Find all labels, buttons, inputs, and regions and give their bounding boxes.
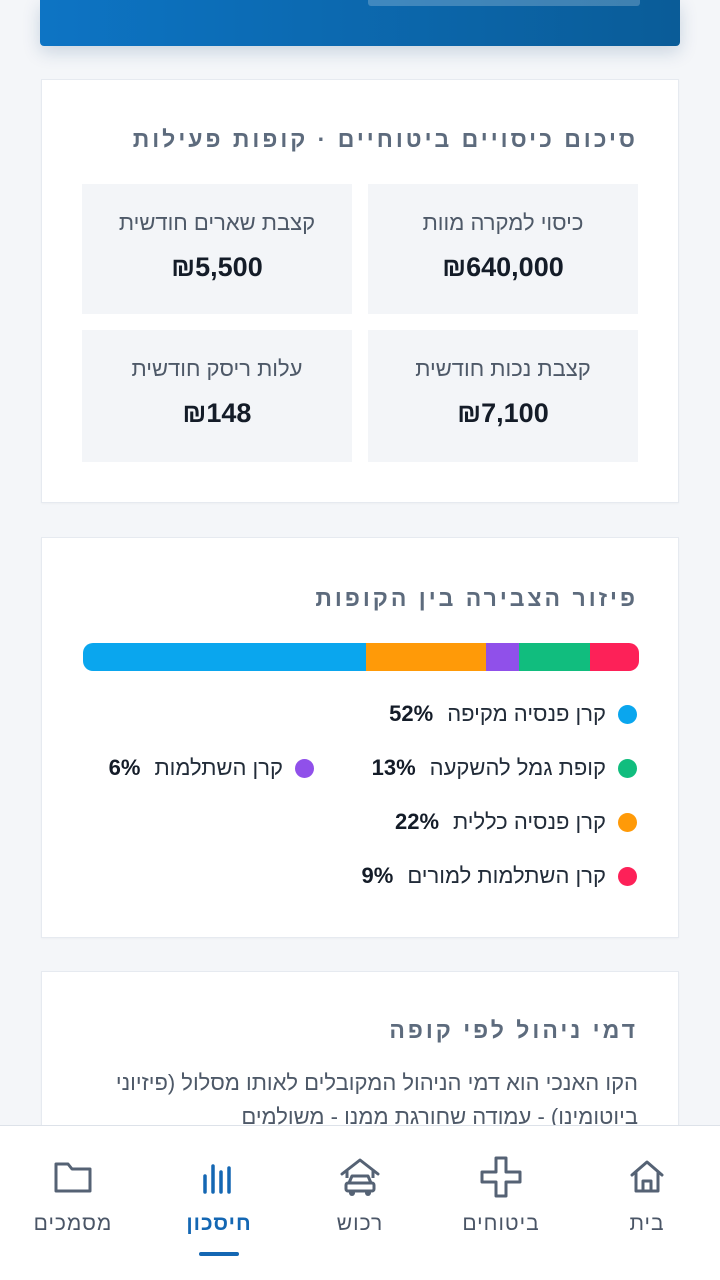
legend-fund-name: קרן פנסיה מקיפה xyxy=(447,701,606,726)
coverage-summary-title: סיכום כיסויים ביטוחיים · קופות פעילות xyxy=(132,126,638,152)
distribution-bar-segment xyxy=(519,643,590,671)
distribution-title: פיזור הצבירה בין הקופות xyxy=(315,585,638,611)
nav-item-savings[interactable]: חיסכון xyxy=(146,1126,292,1280)
tile-label: כיסוי למקרה מוות xyxy=(422,210,584,235)
legend-fund-name: קרן השתלמות למורים xyxy=(407,863,606,888)
legend-fund-pct: 22% xyxy=(394,809,440,834)
nav-label: ביטוחים xyxy=(462,1212,540,1235)
nav-label: בית xyxy=(629,1212,665,1235)
nav-item-home[interactable]: בית xyxy=(574,1126,720,1280)
nav-item-property[interactable]: רכוש xyxy=(292,1126,428,1280)
nav-item-insurance[interactable]: ביטוחים xyxy=(428,1126,574,1280)
distribution-stacked-bar xyxy=(83,643,639,671)
distribution-bar-segment xyxy=(486,643,520,671)
distribution-bar-segment xyxy=(83,643,367,671)
hero-banner xyxy=(40,0,680,46)
nav-label: חיסכון xyxy=(186,1212,252,1235)
legend-item-general-pension[interactable]: קרן פנסיה כללית 22% xyxy=(395,809,637,835)
folder-icon xyxy=(54,1162,92,1193)
bottom-navigation: בית ביטוחים רכוש חיסכון מסמכים xyxy=(0,1125,720,1280)
fees-title: דמי ניהול לפי קופה xyxy=(389,1017,638,1043)
fees-description: הקו האנכי הוא דמי הניהול המקובלים לאותו … xyxy=(115,1070,638,1129)
nav-label: רכוש xyxy=(336,1212,384,1235)
coverage-summary-card: סיכום כיסויים ביטוחיים · קופות פעילות כי… xyxy=(41,79,679,503)
plus-icon xyxy=(480,1156,522,1198)
nav-item-documents[interactable]: מסמכים xyxy=(0,1126,146,1280)
tile-label: קצבת נכות חודשית xyxy=(415,356,591,381)
house-car-icon xyxy=(340,1158,380,1196)
legend-dot xyxy=(618,704,637,724)
legend-fund-name: קופת גמל להשקעה xyxy=(429,755,606,780)
distribution-bar-segment xyxy=(589,643,639,671)
legend-fund-pct: 6% xyxy=(108,755,141,780)
tile-value: ₪7,100 xyxy=(457,398,549,428)
legend-dot xyxy=(618,866,637,886)
bar-chart-icon xyxy=(203,1164,231,1194)
active-tab-indicator xyxy=(199,1252,239,1256)
legend-fund-pct: 52% xyxy=(389,701,434,726)
legend-fund-pct: 9% xyxy=(361,863,394,888)
tile-label: קצבת שארים חודשית xyxy=(118,210,316,235)
home-icon xyxy=(630,1160,664,1193)
distribution-bar-segment xyxy=(366,643,487,671)
tile-death-coverage[interactable]: כיסוי למקרה מוות ₪640,000 xyxy=(368,184,638,314)
legend-item-comprehensive-pension[interactable]: קרן פנסיה מקיפה 52% xyxy=(389,701,637,727)
tile-risk-cost[interactable]: עלות ריסק חודשית ₪148 xyxy=(82,330,352,462)
hero-input-edge xyxy=(368,0,640,6)
tile-survivors-pension[interactable]: קצבת שארים חודשית ₪5,500 xyxy=(82,184,352,314)
legend-dot xyxy=(618,758,637,778)
tile-value: ₪148 xyxy=(182,398,252,428)
legend-dot xyxy=(618,812,637,832)
legend-fund-name: קרן השתלמות xyxy=(154,755,283,780)
legend-item-teachers-study-fund[interactable]: קרן השתלמות למורים 9% xyxy=(362,863,637,889)
legend-dot xyxy=(295,758,314,778)
tile-disability-pension[interactable]: קצבת נכות חודשית ₪7,100 xyxy=(368,330,638,462)
legend-item-investment-gemel[interactable]: קופת גמל להשקעה 13% xyxy=(372,755,637,781)
tile-label: עלות ריסק חודשית xyxy=(131,356,303,381)
legend-item-study-fund[interactable]: קרן השתלמות 6% xyxy=(109,755,314,781)
legend-fund-name: קרן פנסיה כללית xyxy=(453,809,606,834)
tile-value: ₪5,500 xyxy=(171,252,263,282)
nav-label: מסמכים xyxy=(33,1212,113,1235)
distribution-card: פיזור הצבירה בין הקופות קרן פנסיה מקיפה … xyxy=(41,537,679,938)
tile-value: ₪640,000 xyxy=(442,252,564,282)
legend-fund-pct: 13% xyxy=(371,755,416,780)
